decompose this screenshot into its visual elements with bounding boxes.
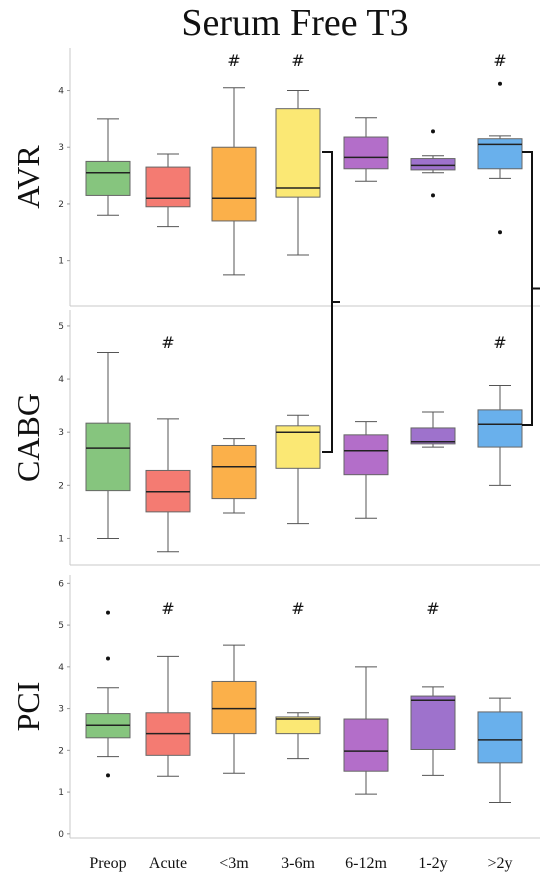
y-tick-label: 6: [58, 579, 64, 589]
y-tick-label: 2: [58, 481, 64, 491]
significance-marker: #: [161, 333, 174, 352]
y-tick-label: 5: [58, 621, 64, 631]
y-tick-label: 3: [58, 143, 64, 153]
category-labels: Preop Acute <3m 3-6m 6-12m 1-2y >2y: [89, 855, 512, 872]
significance-marker: #: [291, 599, 304, 618]
box-Preop: [85, 118, 131, 216]
x-tick-label: <3m: [219, 855, 249, 872]
chart-title: Serum Free T3: [181, 2, 408, 44]
box-<3m: [211, 644, 257, 774]
box-iqr: [410, 695, 456, 750]
y-tick-label: 4: [58, 663, 64, 673]
box->2y: #: [477, 51, 523, 235]
significance-brackets: [322, 151, 540, 453]
outlier-point: [431, 129, 435, 134]
panel-cabg: 1 2 3 4 5 CABG # #: [10, 310, 540, 566]
box-1-2y: [410, 411, 456, 448]
box-iqr: [211, 680, 257, 735]
significance-marker: #: [493, 333, 506, 352]
y-tick-label: 4: [58, 87, 64, 97]
panel-label-pci: PCI: [10, 682, 46, 732]
box-iqr: [477, 711, 523, 764]
x-tick-label: Preop: [89, 855, 126, 872]
panel-label-avr: AVR: [10, 145, 46, 209]
x-tick-label: 3-6m: [281, 855, 315, 872]
box-iqr: [343, 434, 389, 476]
box-Preop: [85, 352, 131, 539]
box-Acute: #: [145, 599, 191, 777]
box-3-6m: [275, 414, 321, 525]
y-tick-label: 1: [58, 788, 64, 798]
significance-marker: #: [227, 51, 240, 70]
box-Preop: [85, 610, 131, 778]
panel-label-cabg: CABG: [10, 393, 46, 482]
x-tick-label: >2y: [487, 855, 512, 872]
bracket-3-6m: [322, 151, 340, 453]
panels-group: 1 2 3 4 AVR # # #1 2 3 4 5 CABG # #0 1 2 3 4 5 6 PCI # # #: [10, 48, 540, 840]
outlier-point: [106, 610, 110, 615]
x-tick-label: 1-2y: [418, 855, 447, 872]
outlier-point: [106, 656, 110, 661]
significance-marker: #: [291, 51, 304, 70]
box-1-2y: #: [410, 599, 456, 776]
box-<3m: [211, 438, 257, 514]
y-tick-label: 3: [58, 705, 64, 715]
y-tick-label: 2: [58, 200, 64, 210]
significance-marker: #: [493, 51, 506, 70]
y-tick-label: 2: [58, 746, 64, 756]
significance-marker: #: [161, 599, 174, 618]
significance-marker: #: [426, 599, 439, 618]
y-tick-label: 0: [58, 830, 64, 840]
box-1-2y: [410, 129, 456, 198]
y-tick-label: 3: [58, 428, 64, 438]
y-tick-label: 4: [58, 375, 64, 385]
box-6-12m: [343, 117, 389, 182]
box-3-6m: #: [275, 51, 321, 256]
y-tick-label: 1: [58, 257, 64, 267]
box-iqr: [211, 146, 257, 222]
box-iqr: [145, 166, 191, 208]
outlier-point: [498, 81, 502, 86]
panel-avr: 1 2 3 4 AVR # # #: [10, 48, 540, 307]
outlier-point: [431, 193, 435, 198]
box-<3m: #: [211, 51, 257, 276]
bracket-gt2y: [522, 151, 540, 426]
box-iqr: [410, 427, 456, 445]
box-Acute: #: [145, 333, 191, 553]
y-tick-label: 1: [58, 534, 64, 544]
box-iqr: [343, 136, 389, 170]
box-6-12m: [343, 421, 389, 519]
box-6-12m: [343, 666, 389, 795]
box-3-6m: #: [275, 599, 321, 760]
box-iqr: [343, 718, 389, 772]
box-Acute: [145, 153, 191, 228]
box-iqr: [410, 158, 456, 171]
box-iqr: [85, 160, 131, 196]
x-tick-label: Acute: [149, 855, 187, 872]
box-iqr: [275, 108, 321, 198]
box->2y: #: [477, 333, 523, 486]
outlier-point: [106, 773, 110, 778]
box-iqr: [85, 422, 131, 492]
box-iqr: [211, 444, 257, 500]
outlier-point: [498, 230, 502, 235]
box->2y: [477, 697, 523, 804]
box-iqr: [477, 409, 523, 448]
box-iqr: [477, 138, 523, 170]
x-tick-label: 6-12m: [345, 855, 387, 872]
y-tick-label: 5: [58, 322, 64, 332]
panel-pci: 0 1 2 3 4 5 6 PCI # # #: [10, 575, 540, 840]
box-iqr: [275, 716, 321, 735]
